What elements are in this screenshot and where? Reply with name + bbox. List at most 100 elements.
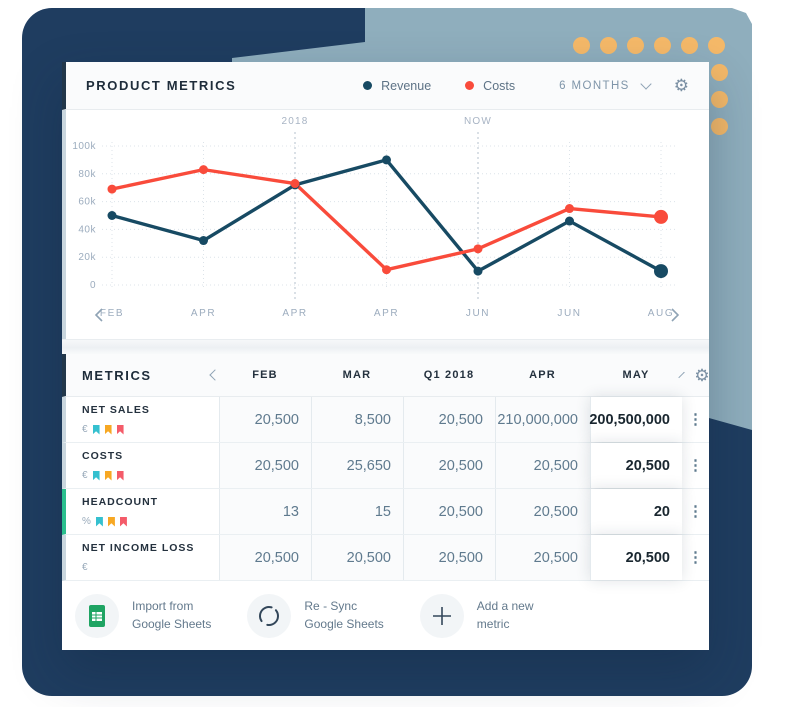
dot-ornament (573, 37, 590, 54)
action-label-line1: Import from (132, 599, 194, 614)
svg-text:AUG: AUG (648, 308, 674, 319)
row-meta: % (82, 516, 211, 527)
table-title: METRICS (82, 367, 152, 383)
action-label: Import from Google Sheets (132, 598, 211, 633)
table-row-net-sales: NET SALES € 20,500 8,500 20,500 210,000,… (62, 397, 709, 443)
legend-label: Revenue (381, 78, 432, 93)
svg-text:APR: APR (191, 308, 216, 319)
dot-ornament (711, 118, 728, 135)
dot-ornament (681, 37, 698, 54)
revenue-dot-icon (363, 81, 373, 90)
dot-ornament (654, 37, 671, 54)
resync-google-sheets-button[interactable]: Re - Sync Google Sheets (247, 593, 384, 638)
row-meta: € (82, 470, 211, 481)
import-google-sheets-button[interactable]: Import from Google Sheets (75, 593, 211, 638)
row-menu-button[interactable]: ⋮ (688, 503, 703, 520)
chart-legend: Revenue Costs (363, 79, 515, 93)
flag-icon (116, 470, 124, 481)
plus-icon (419, 593, 464, 638)
table-cell: 20,500 (403, 397, 495, 442)
svg-text:JUN: JUN (557, 308, 581, 319)
table-cell: 20,500 (495, 489, 590, 534)
table-cell-current: 200,500,000 (589, 397, 682, 442)
table-row-net-income-loss: NET INCOME LOSS € 20,500 20,500 20,500 2… (62, 535, 709, 581)
chart-panel-title: PRODUCT METRICS (86, 78, 237, 93)
unit-label: € (82, 470, 88, 481)
column-header-mar: MAR (342, 369, 372, 381)
table-cell: 20,500 (495, 535, 590, 580)
row-label-cell: NET SALES € (66, 397, 219, 442)
column-header-feb: FEB (252, 369, 278, 381)
metrics-line-chart: 100k 80k 60k 40k 20k 0 FEB APR 2018 APR APR NOW JUN J… (72, 116, 680, 322)
add-new-metric-button[interactable]: Add a new metric (419, 593, 534, 638)
svg-text:80k: 80k (78, 169, 96, 180)
svg-text:APR: APR (282, 308, 307, 319)
row-label-cell: NET INCOME LOSS € (66, 535, 219, 580)
svg-text:100k: 100k (72, 141, 96, 152)
chevron-down-icon (640, 78, 652, 90)
dot-ornament (600, 37, 617, 54)
flag-icon (107, 516, 115, 527)
table-cell: 25,650 (311, 443, 403, 488)
chart-prev-button[interactable] (94, 308, 103, 322)
table-cell: 20,500 (219, 535, 311, 580)
unit-label: € (82, 424, 88, 435)
svg-text:FEB: FEB (100, 308, 124, 319)
row-label-cell: HEADCOUNT % (66, 489, 219, 534)
svg-text:40k: 40k (78, 224, 96, 235)
flag-icon (119, 516, 127, 527)
column-header-apr: APR (529, 369, 556, 381)
action-label-line1: Add a new (476, 599, 534, 614)
table-cell: 210,000,000 (495, 397, 590, 442)
svg-text:0: 0 (90, 280, 96, 291)
chart-next-button[interactable] (671, 308, 680, 322)
row-menu-button[interactable]: ⋮ (688, 549, 703, 566)
google-sheets-icon (75, 593, 119, 638)
card-divider (62, 339, 709, 354)
chart-panel-header: PRODUCT METRICS Revenue Costs 6 MONTHS ⚙ (62, 62, 709, 110)
table-cell: 15 (311, 489, 403, 534)
flag-icon (104, 424, 112, 435)
time-range-selector[interactable]: 6 MONTHS (559, 78, 652, 92)
table-cell: 20,500 (219, 443, 311, 488)
dot-ornament-row (573, 37, 725, 54)
table-cell: 20,500 (403, 443, 495, 488)
table-row-costs: COSTS € 20,500 25,650 20,500 20,500 20,5… (62, 443, 709, 489)
svg-text:APR: APR (374, 308, 399, 319)
dot-ornament (627, 37, 644, 54)
column-header-q1-2018: Q1 2018 (423, 369, 475, 381)
row-label-cell: COSTS € (66, 443, 219, 488)
svg-text:2018: 2018 (281, 116, 308, 127)
row-meta: € (82, 562, 211, 573)
table-cell: 8,500 (311, 397, 403, 442)
legend-item-costs[interactable]: Costs (465, 79, 515, 93)
legend-label: Costs (483, 78, 516, 93)
chart-area: 100k 80k 60k 40k 20k 0 FEB APR 2018 APR APR NOW JUN J… (62, 110, 709, 339)
dashboard-card: PRODUCT METRICS Revenue Costs 6 MONTHS ⚙… (62, 62, 710, 650)
svg-text:60k: 60k (78, 197, 96, 208)
time-range-value: 6 MONTHS (559, 79, 630, 92)
table-settings-gear-icon[interactable]: ⚙ (694, 365, 710, 385)
action-label-line2: metric (476, 616, 510, 631)
costs-dot-icon (465, 81, 475, 90)
row-menu-button[interactable]: ⋮ (688, 457, 703, 474)
table-cell: 20,500 (403, 489, 495, 534)
table-cell: 20,500 (495, 443, 590, 488)
row-name: NET SALES (82, 404, 150, 416)
flag-icon (95, 516, 103, 527)
table-cell-current: 20,500 (590, 443, 682, 488)
dot-ornament (711, 64, 728, 81)
chart-settings-gear-icon[interactable]: ⚙ (673, 76, 689, 95)
svg-text:NOW: NOW (464, 116, 492, 127)
svg-text:JUN: JUN (466, 308, 490, 319)
dot-ornament-column (711, 64, 728, 135)
sync-icon (247, 593, 292, 638)
table-cell: 20,500 (219, 397, 311, 442)
action-label-line1: Re - Sync (304, 599, 358, 614)
legend-item-revenue[interactable]: Revenue (363, 79, 431, 93)
dot-ornament (708, 37, 725, 54)
flag-icon (116, 424, 124, 435)
row-menu-button[interactable]: ⋮ (688, 411, 703, 428)
flag-icon (92, 470, 100, 481)
